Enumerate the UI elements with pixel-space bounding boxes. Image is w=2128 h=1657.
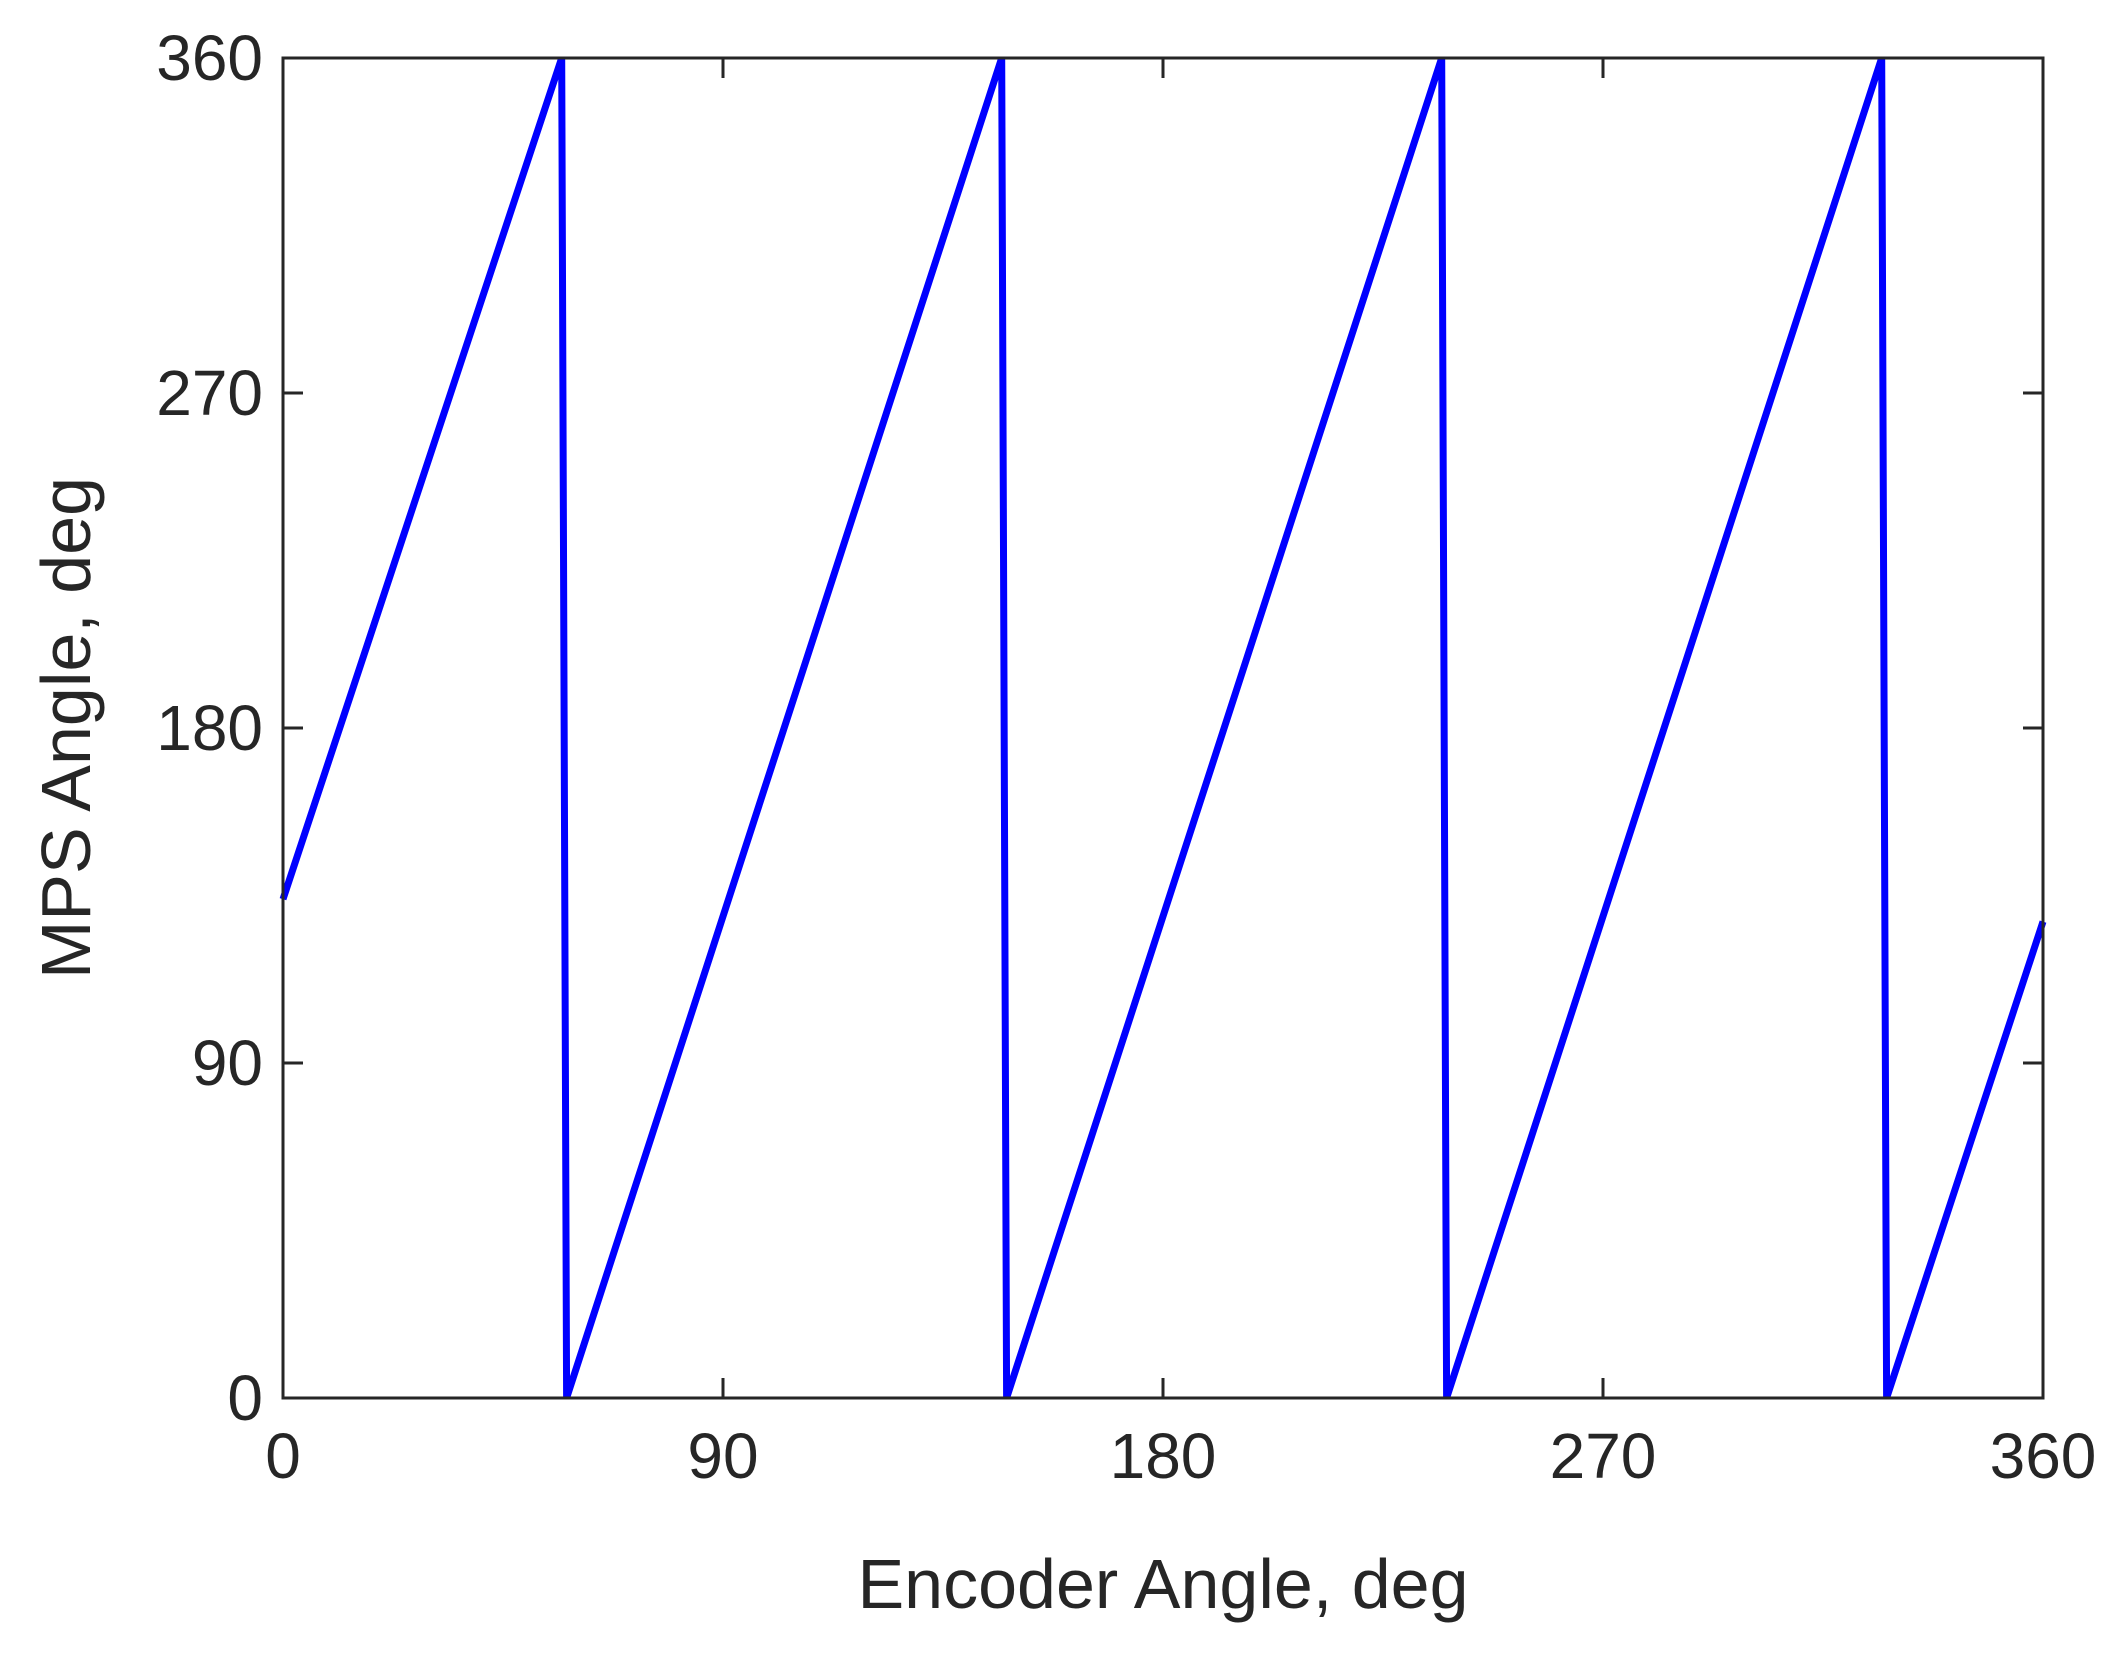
x-tick-label: 270 (1550, 1420, 1657, 1492)
y-tick-label: 90 (192, 1027, 263, 1099)
series-line (279, 56, 2047, 1400)
axes-box (281, 56, 2045, 1400)
y-tick-label: 270 (156, 357, 263, 429)
y-tick-label: 0 (227, 1362, 263, 1434)
y-tick-label: 180 (156, 692, 263, 764)
x-tick-label: 180 (1110, 1420, 1217, 1492)
ticks-layer: 0 90 180 270 360 0 90 180 270 360 (156, 22, 2096, 1492)
x-tick-label: 90 (687, 1420, 758, 1492)
y-axis-label: MPS Angle, deg (27, 477, 105, 979)
x-tick-label: 0 (265, 1420, 301, 1492)
x-tick-label: 360 (1990, 1420, 2097, 1492)
series-layer (279, 56, 2047, 1400)
x-axis-label: Encoder Angle, deg (857, 1545, 1468, 1623)
y-tick-label: 360 (156, 22, 263, 94)
